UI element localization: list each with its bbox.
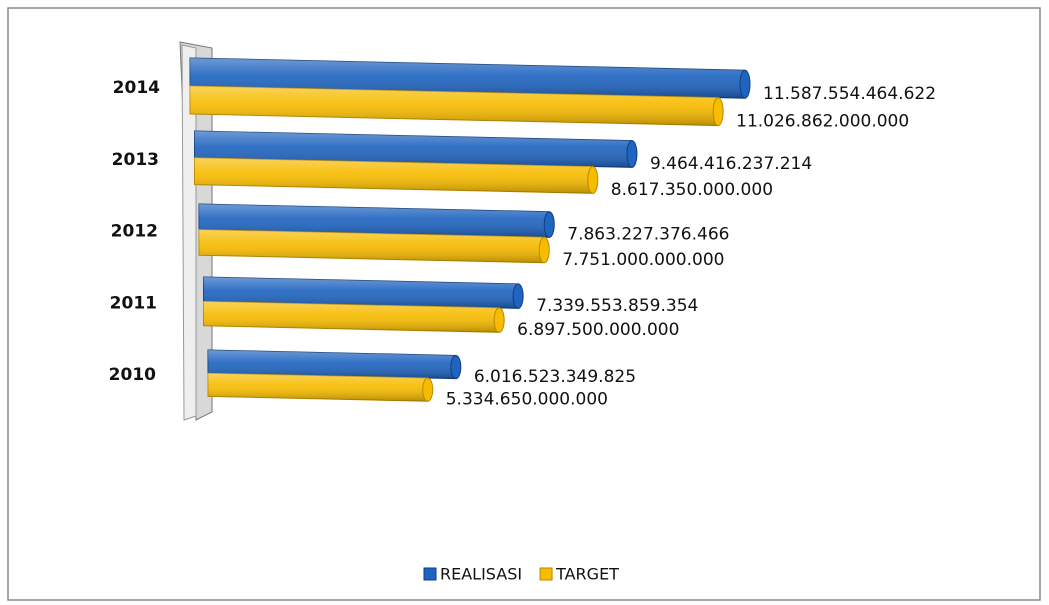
bar-shine <box>190 86 719 126</box>
bar-shine <box>203 301 500 333</box>
value-label: 6.897.500.000.000 <box>517 320 679 340</box>
bar-shine <box>199 229 545 263</box>
bar-shine <box>208 350 456 379</box>
category-label: 2012 <box>111 222 158 242</box>
bar-shine <box>194 131 632 168</box>
bar-shine <box>208 373 428 402</box>
back-wall-face <box>181 44 197 421</box>
value-label: 5.334.650.000.000 <box>446 390 608 410</box>
bar-cap <box>626 140 638 168</box>
category-label: 2011 <box>110 293 157 313</box>
bar-cap <box>739 69 751 99</box>
value-label: 7.339.553.859.354 <box>536 296 698 316</box>
bar-cap <box>450 354 462 380</box>
value-label: 11.026.862.000.000 <box>736 112 909 132</box>
bar-cap <box>587 166 599 194</box>
bar-shine <box>194 157 593 194</box>
legend-label: TARGET <box>555 565 619 584</box>
value-label: 7.863.227.376.466 <box>567 225 729 245</box>
bar-shine <box>199 204 550 238</box>
category-label: 2014 <box>113 78 160 98</box>
category-label: 2013 <box>112 150 159 170</box>
value-label: 6.016.523.349.825 <box>474 367 636 387</box>
bar-cap <box>543 211 555 238</box>
bar-cap <box>422 377 434 402</box>
bar-cap <box>512 283 524 309</box>
value-label: 7.751.000.000.000 <box>562 250 724 270</box>
category-label: 2010 <box>109 365 156 385</box>
value-label: 8.617.350.000.000 <box>611 180 773 200</box>
bar-shine <box>190 58 745 99</box>
legend-swatch <box>423 567 437 581</box>
legend-swatch <box>539 567 553 581</box>
bar-shine <box>203 277 519 309</box>
legend-label: REALISASI <box>440 565 522 584</box>
bar-cap <box>538 236 550 264</box>
value-label: 11.587.554.464.622 <box>763 84 936 104</box>
bar-cap <box>493 307 505 333</box>
bar-cap <box>712 97 724 127</box>
value-label: 9.464.416.237.214 <box>650 154 812 174</box>
